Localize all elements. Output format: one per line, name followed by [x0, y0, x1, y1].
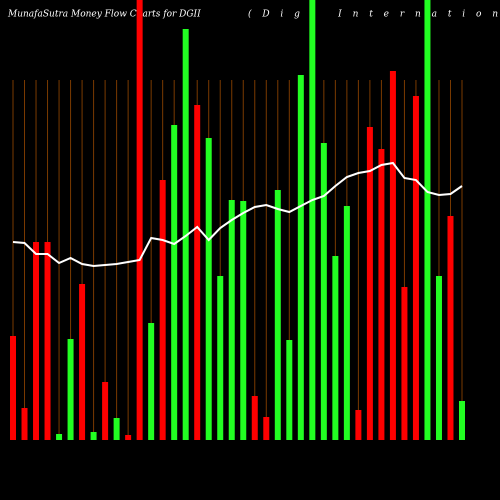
- bar: [343, 206, 350, 440]
- bar: [240, 201, 247, 440]
- bar: [320, 143, 327, 440]
- bar: [412, 96, 419, 440]
- bar: [171, 125, 178, 440]
- bar: [263, 417, 270, 440]
- bar: [251, 396, 258, 440]
- bar: [113, 418, 120, 440]
- bar: [274, 190, 281, 440]
- bar: [67, 339, 74, 440]
- bar: [159, 180, 166, 440]
- bar: [79, 284, 86, 440]
- bar: [194, 105, 201, 440]
- bar: [332, 256, 339, 440]
- money-flow-line: [12, 161, 463, 268]
- bar: [447, 216, 454, 440]
- bar: [297, 75, 304, 440]
- bar: [90, 432, 97, 440]
- bar: [286, 340, 293, 440]
- bar: [182, 29, 189, 440]
- bar: [217, 276, 224, 440]
- bar: [21, 408, 28, 440]
- bar: [136, 0, 143, 440]
- chart-subtitle: (Digi International: [248, 9, 500, 20]
- bar: [401, 287, 408, 440]
- bar: [366, 127, 373, 440]
- bar: [424, 0, 431, 440]
- bar: [309, 0, 316, 440]
- bar: [355, 410, 362, 440]
- bar: [459, 401, 465, 440]
- bar: [102, 382, 109, 440]
- bar: [205, 138, 212, 440]
- bar: [33, 242, 40, 440]
- bar: [435, 276, 442, 440]
- bar: [389, 71, 396, 440]
- bar: [56, 434, 63, 440]
- bar: [44, 242, 51, 440]
- bar: [378, 149, 385, 440]
- bar: [228, 200, 235, 440]
- bar: [148, 323, 155, 440]
- chart-title: MunafaSutra Money Flow Charts for DGII: [7, 10, 201, 20]
- bar: [125, 435, 132, 440]
- bar: [10, 336, 16, 440]
